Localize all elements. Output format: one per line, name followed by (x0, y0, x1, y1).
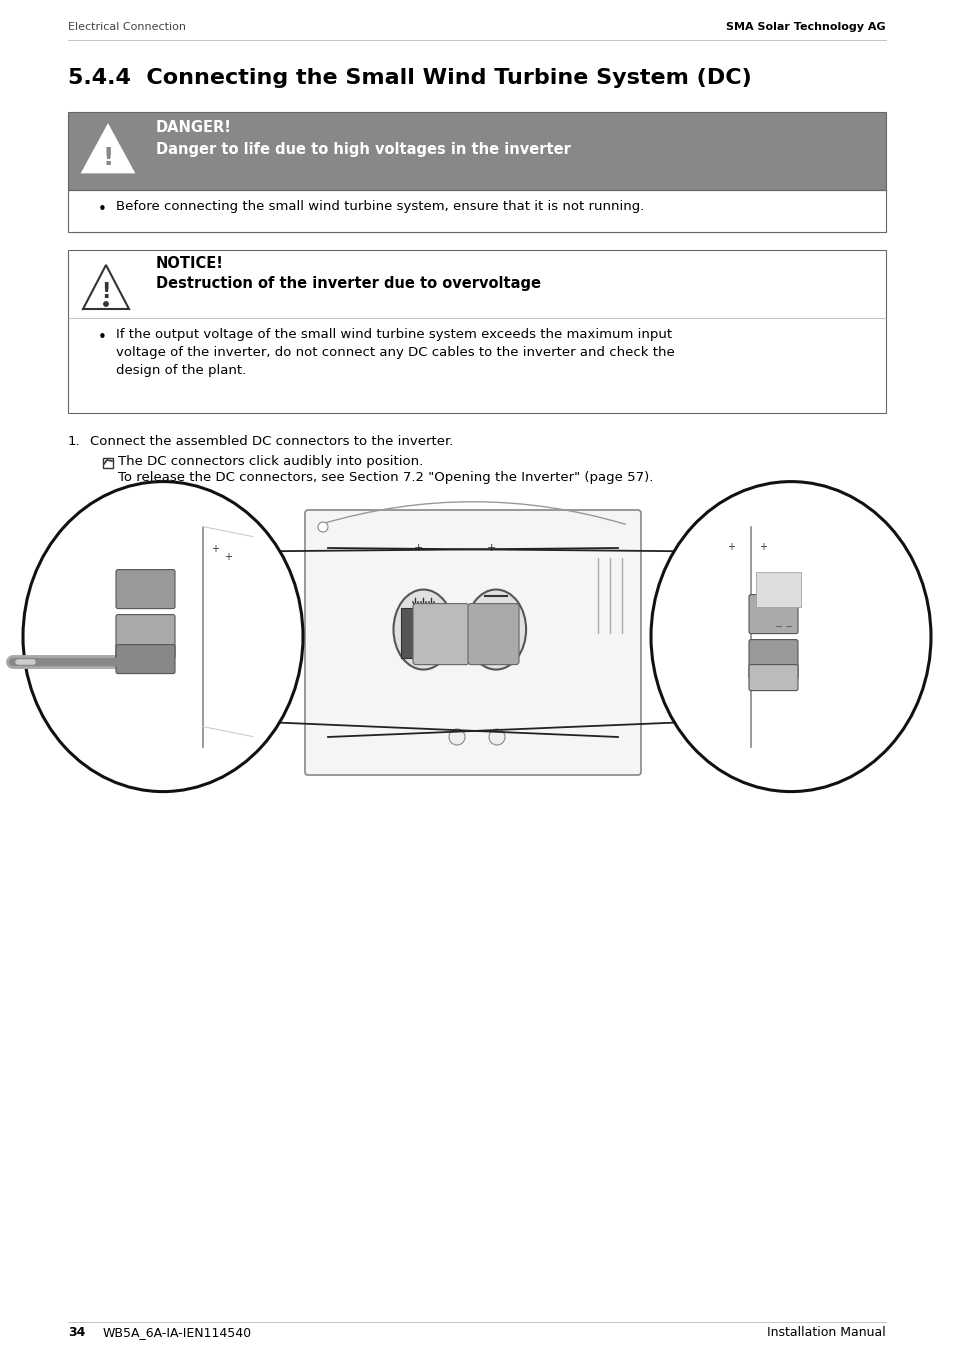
Text: +: + (414, 544, 423, 553)
Text: Danger to life due to high voltages in the inverter: Danger to life due to high voltages in t… (156, 142, 570, 157)
Text: −: − (784, 622, 792, 631)
Text: Destruction of the inverter due to overvoltage: Destruction of the inverter due to overv… (156, 276, 540, 291)
Text: Electrical Connection: Electrical Connection (68, 22, 186, 32)
Bar (103, 458, 112, 468)
Bar (474, 607, 517, 657)
Text: Connect the assembled DC connectors to the inverter.: Connect the assembled DC connectors to t… (90, 435, 453, 448)
Text: 1.: 1. (68, 435, 81, 448)
Text: design of the plant.: design of the plant. (116, 364, 246, 377)
Text: Before connecting the small wind turbine system, ensure that it is not running.: Before connecting the small wind turbine… (116, 200, 643, 214)
Text: If the output voltage of the small wind turbine system exceeds the maximum input: If the output voltage of the small wind … (116, 329, 672, 341)
FancyBboxPatch shape (116, 615, 174, 658)
Text: voltage of the inverter, do not connect any DC cables to the inverter and check : voltage of the inverter, do not connect … (116, 346, 674, 360)
Text: +: + (759, 542, 766, 552)
Text: +: + (726, 542, 734, 552)
Text: +: + (486, 544, 496, 553)
Bar (68, 191, 885, 233)
Ellipse shape (393, 589, 453, 669)
Bar (68, 112, 885, 191)
Circle shape (489, 729, 504, 745)
FancyBboxPatch shape (748, 595, 797, 634)
Polygon shape (83, 265, 129, 310)
FancyBboxPatch shape (305, 510, 640, 775)
Ellipse shape (466, 589, 525, 669)
Circle shape (104, 301, 108, 306)
Bar (755, 572, 801, 607)
Text: WB5A_6A-IA-IEN114540: WB5A_6A-IA-IEN114540 (103, 1326, 252, 1338)
FancyBboxPatch shape (748, 665, 797, 691)
Circle shape (317, 522, 328, 531)
FancyBboxPatch shape (116, 569, 174, 608)
Text: To release the DC connectors, see Section 7.2 "Opening the Inverter" (page 57).: To release the DC connectors, see Sectio… (118, 470, 653, 484)
FancyBboxPatch shape (413, 603, 469, 665)
Circle shape (449, 729, 464, 745)
Text: Installation Manual: Installation Manual (766, 1326, 885, 1338)
Ellipse shape (650, 481, 930, 792)
Polygon shape (83, 126, 132, 172)
Text: NOTICE!: NOTICE! (156, 256, 224, 270)
Text: •: • (98, 330, 107, 345)
FancyBboxPatch shape (116, 645, 174, 673)
Ellipse shape (23, 481, 303, 792)
Text: +: + (211, 544, 219, 553)
Text: !: ! (102, 146, 113, 170)
Text: The DC connectors click audibly into position.: The DC connectors click audibly into pos… (118, 456, 423, 468)
Text: •: • (98, 201, 107, 218)
Text: SMA Solar Technology AG: SMA Solar Technology AG (725, 22, 885, 32)
Text: −: − (774, 622, 782, 631)
FancyBboxPatch shape (468, 603, 518, 665)
Bar (68, 250, 885, 412)
Text: 5.4.4  Connecting the Small Wind Turbine System (DC): 5.4.4 Connecting the Small Wind Turbine … (68, 68, 751, 88)
Text: +: + (224, 552, 232, 561)
Bar (401, 607, 445, 657)
Text: !: ! (101, 283, 111, 301)
Text: DANGER!: DANGER! (156, 120, 232, 135)
FancyBboxPatch shape (748, 639, 797, 679)
Text: 34: 34 (68, 1326, 85, 1338)
